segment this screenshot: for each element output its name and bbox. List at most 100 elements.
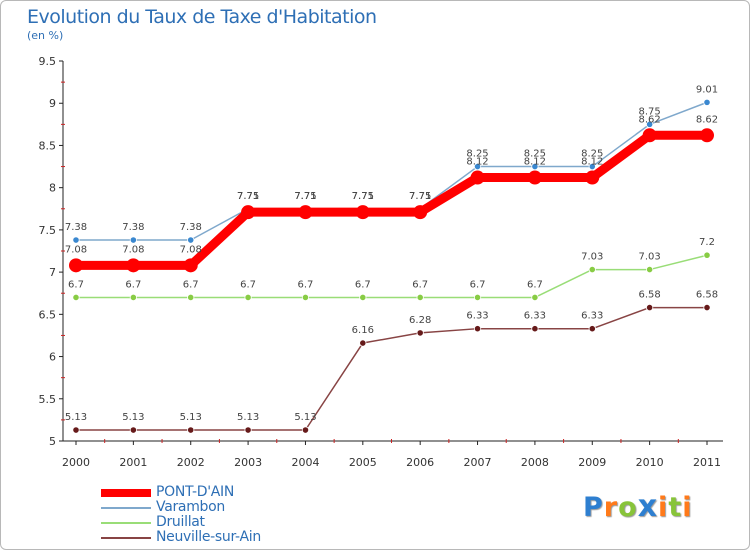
y-tick-label: 7.5	[39, 224, 57, 237]
x-tick-label: 2002	[177, 456, 205, 469]
y-tick-label: 9.5	[39, 55, 57, 68]
data-point-0	[700, 128, 714, 143]
axes: 5 5.5 6 6.5 7 7.5 8 8.5 9 9.5 2000 2001 2002 2003 2004…	[39, 55, 723, 469]
y-tick-label: 6.5	[39, 308, 57, 321]
data-label-2: 7.2	[699, 237, 715, 248]
y-tick-label: 8.5	[39, 139, 57, 152]
data-label-2: 7.03	[639, 252, 661, 263]
data-label-0: 8.12	[524, 157, 546, 168]
data-label-3: 5.13	[237, 412, 259, 423]
data-point-3	[72, 426, 80, 434]
data-label-1: 7.75	[237, 191, 259, 202]
data-point-0	[298, 205, 313, 220]
data-point-1	[72, 236, 80, 244]
y-tick-label: 7	[49, 266, 56, 279]
data-point-0	[126, 258, 141, 273]
logo-letter: t	[668, 492, 683, 523]
data-label-0: 8.12	[581, 157, 603, 168]
data-point-3	[646, 303, 654, 312]
data-label-0: 7.08	[122, 244, 144, 255]
data-label-3: 6.33	[581, 311, 603, 322]
logo-letter: x	[637, 489, 659, 524]
data-point-2	[359, 293, 367, 302]
data-point-3	[588, 325, 596, 333]
data-label-2: 6.7	[68, 279, 84, 290]
data-point-3	[703, 303, 711, 312]
data-label-1: 9.01	[696, 84, 718, 95]
legend-item: PONT-D'AIN	[101, 484, 321, 500]
data-label-2: 6.7	[125, 279, 141, 290]
data-label-3: 6.28	[409, 315, 431, 326]
x-tick-label: 2003	[234, 456, 262, 469]
x-tick-label: 2011	[693, 456, 721, 469]
data-point-0	[585, 170, 600, 185]
data-label-3: 6.58	[639, 290, 661, 301]
legend-label: Druillat	[156, 514, 205, 530]
x-tick-label: 2010	[636, 456, 664, 469]
legend-swatch	[101, 507, 151, 509]
data-point-0	[69, 258, 83, 273]
series-lines	[69, 98, 714, 434]
legend-label: Varambon	[156, 499, 225, 515]
data-label-2: 6.7	[470, 279, 486, 290]
data-label-1: 7.38	[180, 222, 202, 233]
data-point-0	[241, 205, 256, 220]
y-tick-label: 9	[49, 97, 56, 110]
data-point-2	[703, 251, 711, 259]
data-point-3	[244, 426, 252, 434]
x-tick-label: 2000	[62, 456, 90, 469]
data-label-2: 7.03	[581, 252, 603, 263]
legend-item: Varambon	[101, 499, 321, 515]
data-point-2	[129, 293, 137, 302]
data-point-2	[301, 293, 310, 302]
data-label-0: 7.08	[180, 244, 202, 255]
data-label-0: 7.71	[237, 191, 259, 202]
data-label-2: 6.7	[355, 279, 371, 290]
legend-swatch	[101, 537, 151, 539]
x-tick-label: 2004	[291, 456, 319, 469]
data-label-3: 6.16	[352, 325, 374, 336]
data-point-2	[473, 293, 482, 302]
data-point-3	[301, 426, 310, 434]
data-point-0	[527, 170, 542, 185]
data-label-3: 6.58	[696, 290, 718, 301]
x-tick-label: 2008	[521, 456, 549, 469]
series-line-0	[71, 130, 712, 270]
data-label-1: 7.38	[122, 222, 144, 233]
data-point-2	[646, 265, 654, 274]
data-label-0: 8.62	[696, 114, 718, 125]
data-point-1	[187, 236, 195, 244]
data-label-1: 8.75	[639, 106, 661, 117]
data-label-0: 7.71	[409, 191, 431, 202]
chart-unit: (en %)	[27, 29, 64, 42]
data-point-0	[470, 170, 485, 185]
y-tick-label: 6	[49, 351, 56, 364]
data-point-1	[473, 162, 482, 171]
data-label-3: 6.33	[524, 311, 546, 322]
data-point-0	[642, 128, 657, 143]
data-point-3	[473, 325, 482, 333]
data-point-1	[703, 98, 711, 106]
data-point-2	[416, 293, 424, 302]
x-tick-label: 2009	[578, 456, 606, 469]
data-point-3	[129, 426, 137, 434]
data-label-3: 5.13	[294, 412, 316, 423]
data-label-0: 8.12	[466, 157, 488, 168]
data-point-0	[183, 258, 198, 273]
data-label-1: 7.38	[65, 222, 87, 233]
legend-swatch	[101, 522, 151, 524]
data-point-1	[646, 120, 654, 128]
y-tick-label: 5.5	[39, 393, 57, 406]
logo-letter: P	[583, 492, 604, 523]
data-label-2: 6.7	[183, 279, 199, 290]
data-label-2: 6.7	[412, 279, 428, 290]
legend-label: PONT-D'AIN	[156, 484, 235, 500]
data-point-0	[413, 205, 428, 220]
data-label-2: 6.7	[298, 279, 314, 290]
legend-item: Neuville-sur-Ain	[101, 529, 321, 545]
logo-letter: i	[682, 492, 693, 523]
data-point-1	[588, 162, 596, 171]
series-line-3	[75, 306, 708, 431]
